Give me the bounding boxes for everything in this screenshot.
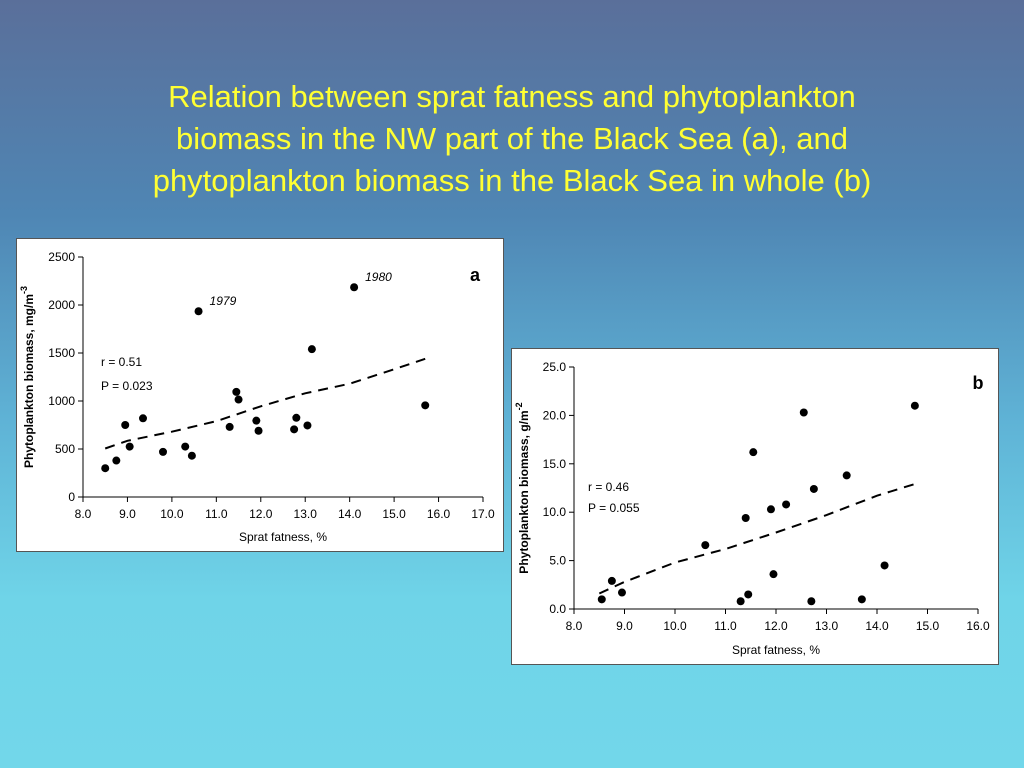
- data-point: [234, 395, 243, 404]
- y-tick-label: 0.0: [549, 602, 566, 616]
- y-tick-label: 0: [68, 490, 75, 504]
- y-tick-label: 15.0: [543, 457, 567, 471]
- y-axis-label-superscript: -3: [19, 286, 29, 294]
- y-tick-label: 25.0: [543, 360, 567, 374]
- x-tick-label: 10.0: [663, 619, 687, 633]
- data-point: [101, 464, 110, 473]
- y-axis-label: Phytoplankton biomass, g/m-2: [514, 402, 531, 573]
- stat-r-label: r = 0.51: [101, 355, 142, 369]
- slide-title-line-3: phytoplankton biomass in the Black Sea i…: [152, 163, 872, 198]
- data-point: [125, 442, 134, 451]
- slide-title-line-1: Relation between sprat fatness and phyto…: [168, 79, 856, 114]
- data-point: [617, 588, 626, 597]
- y-tick-label: 1500: [48, 346, 75, 360]
- chart-b-svg: 0.0 5.0 10.0 15.0 20.0 25.0 8.0 9.0 10.0 11.0 12.0…: [514, 360, 990, 657]
- data-point: [254, 426, 263, 435]
- y-tick-label: 2000: [48, 298, 75, 312]
- trend-line: [598, 482, 918, 595]
- data-point: [232, 387, 241, 396]
- data-point: [303, 421, 312, 430]
- data-point: [252, 416, 261, 425]
- data-point: [809, 484, 818, 493]
- data-point: [139, 414, 147, 423]
- chart-panel-b: 0.0 5.0 10.0 15.0 20.0 25.0 8.0 9.0 10.0 11.0 12.0…: [511, 348, 999, 665]
- x-tick-label: 14.0: [865, 619, 889, 633]
- chart-a-svg: 0 500 1000 1500 2000 2500 8.0 9.0 10.0 11.0 12.0 13…: [19, 250, 495, 544]
- panel-letter: a: [470, 265, 481, 285]
- y-tick-label: 10.0: [543, 505, 567, 519]
- data-point: [736, 597, 745, 606]
- point-annotation: 1979: [210, 294, 237, 308]
- y-tick-label: 500: [55, 442, 75, 456]
- data-point: [857, 595, 866, 604]
- stat-p-label: P = 0.055: [588, 501, 640, 515]
- data-point: [112, 456, 121, 465]
- data-point: [307, 345, 316, 354]
- data-point: [187, 451, 196, 460]
- data-point: [607, 576, 616, 585]
- y-axis-label: Phytoplankton biomass, mg/m-3: [19, 286, 36, 468]
- data-point: [910, 401, 919, 410]
- data-point: [121, 421, 130, 429]
- y-tick-label: 2500: [48, 250, 75, 264]
- data-point: [421, 401, 430, 410]
- data-point: [350, 283, 359, 292]
- data-point: [766, 505, 775, 514]
- x-tick-label: 9.0: [119, 507, 136, 521]
- data-point: [701, 541, 710, 550]
- data-point: [181, 442, 190, 451]
- y-axis-label-superscript: -2: [514, 402, 524, 410]
- stat-r-label: r = 0.46: [588, 480, 629, 494]
- x-tick-label: 8.0: [75, 507, 92, 521]
- y-axis-label-text: Phytoplankton biomass, g/m: [517, 410, 531, 573]
- x-tick-label: 16.0: [427, 507, 451, 521]
- x-tick-label: 15.0: [382, 507, 406, 521]
- x-tick-label: 16.0: [966, 619, 990, 633]
- data-point: [799, 408, 808, 417]
- x-tick-label: 10.0: [160, 507, 184, 521]
- x-axis-label: Sprat fatness, %: [239, 530, 327, 544]
- data-point: [225, 422, 234, 431]
- data-point: [842, 471, 851, 480]
- data-point: [749, 448, 758, 457]
- data-point: [292, 413, 301, 422]
- x-tick-label: 11.0: [714, 619, 737, 633]
- data-point: [597, 595, 606, 604]
- chart-panel-a: 0 500 1000 1500 2000 2500 8.0 9.0 10.0 11.0 12.0 13…: [16, 238, 504, 552]
- point-annotation: 1980: [365, 270, 392, 284]
- panel-letter: b: [973, 373, 984, 393]
- x-tick-label: 17.0: [471, 507, 495, 521]
- trend-line: [104, 357, 426, 450]
- x-tick-label: 11.0: [205, 507, 228, 521]
- data-point: [807, 597, 816, 606]
- data-point: [290, 425, 299, 434]
- x-tick-label: 9.0: [616, 619, 633, 633]
- x-tick-label: 15.0: [916, 619, 940, 633]
- x-tick-label: 14.0: [338, 507, 362, 521]
- y-tick-label: 20.0: [543, 408, 567, 422]
- slide-title: Relation between sprat fatness and phyto…: [60, 76, 964, 202]
- x-tick-label: 12.0: [249, 507, 273, 521]
- data-point: [769, 570, 778, 579]
- x-tick-label: 13.0: [815, 619, 839, 633]
- stat-p-label: P = 0.023: [101, 379, 153, 393]
- y-tick-label: 5.0: [549, 554, 566, 568]
- x-axis-label: Sprat fatness, %: [732, 643, 820, 657]
- data-point: [159, 447, 167, 456]
- x-tick-label: 13.0: [294, 507, 318, 521]
- slide-title-line-2: biomass in the NW part of the Black Sea …: [176, 121, 848, 156]
- data-point: [880, 561, 889, 570]
- y-axis-label-text: Phytoplankton biomass, mg/m: [22, 294, 36, 468]
- data-point: [744, 590, 753, 599]
- x-tick-label: 12.0: [764, 619, 788, 633]
- data-point: [782, 500, 791, 509]
- x-tick-label: 8.0: [566, 619, 583, 633]
- data-point: [194, 307, 203, 316]
- y-tick-label: 1000: [48, 394, 75, 408]
- data-point: [741, 514, 750, 523]
